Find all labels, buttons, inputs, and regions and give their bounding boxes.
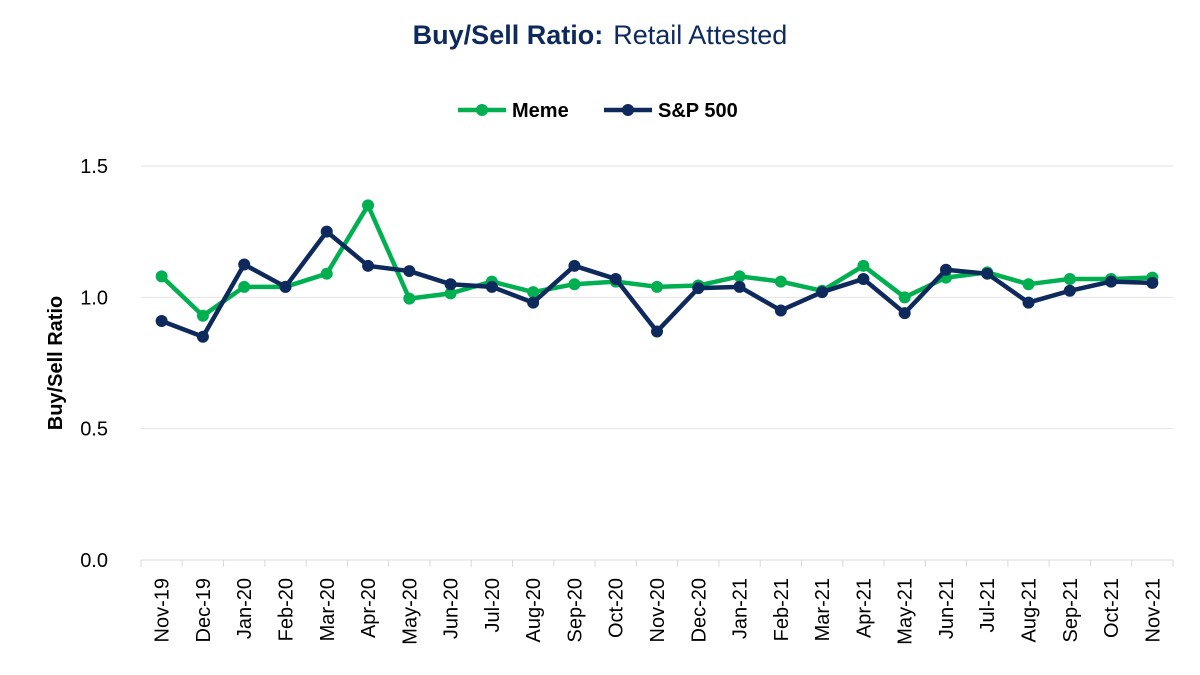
data-point: [568, 278, 581, 291]
x-tick-label: Dec-20: [688, 578, 710, 642]
x-tick-label: Nov-21: [1142, 578, 1164, 642]
x-axis: Nov-19 Dec-19 Jan-20 Feb-20 Mar-20 Apr-20 May-…: [140, 559, 1174, 645]
x-tick-label: Mar-20: [317, 578, 339, 641]
data-point: [320, 225, 333, 238]
data-point: [320, 267, 333, 280]
data-point: [444, 278, 457, 291]
data-point: [939, 263, 952, 276]
data-point: [155, 314, 168, 327]
data-point: [1022, 278, 1035, 291]
data-point: [981, 267, 994, 280]
data-point: [196, 309, 209, 322]
x-tick-label: Feb-21: [771, 578, 793, 641]
y-tick-label: 0.0: [80, 550, 108, 572]
x-tick-label: Apr-21: [853, 578, 875, 638]
data-point: [651, 325, 663, 338]
data-point: [527, 286, 540, 299]
data-point: [196, 330, 209, 343]
series-lines: [155, 199, 1159, 343]
series-s-p-500: [155, 225, 1159, 343]
data-point: [898, 307, 911, 320]
data-point: [774, 304, 787, 317]
data-point: [362, 259, 375, 272]
data-point: [362, 199, 375, 212]
data-point: [1105, 275, 1118, 288]
data-point: [692, 282, 705, 295]
x-tick-label: Aug-20: [523, 578, 545, 643]
data-point: [568, 259, 581, 272]
data-point: [1022, 296, 1035, 309]
y-tick-label: 1.5: [80, 156, 108, 178]
x-tick-label: Jul-20: [482, 578, 504, 632]
x-tick-label: Oct-20: [606, 578, 628, 638]
x-tick-label: Jul-21: [977, 578, 999, 632]
x-tick-label: May-20: [399, 578, 421, 645]
x-tick-label: Aug-21: [1019, 578, 1041, 643]
legend-label: S&P 500: [658, 100, 738, 122]
data-point: [444, 287, 457, 300]
data-point: [857, 272, 870, 285]
x-tick-label: Feb-20: [275, 578, 297, 641]
x-tick-label: Nov-19: [152, 578, 174, 642]
data-point: [403, 265, 416, 278]
legend-marker: [476, 104, 488, 116]
x-tick-label: Sep-21: [1060, 578, 1082, 643]
data-point: [485, 280, 498, 293]
data-point: [1063, 284, 1076, 297]
x-tick-label: Sep-20: [564, 578, 586, 643]
gridlines: [141, 165, 1173, 430]
data-point: [238, 280, 251, 293]
legend: Meme S&P 500: [458, 100, 738, 122]
data-point: [279, 280, 292, 293]
data-point: [155, 270, 168, 283]
legend-marker: [622, 104, 634, 116]
y-axis-ticks: 0.0 0.5 1.0 1.5: [80, 156, 108, 572]
data-point: [733, 280, 746, 293]
x-tick-label: Apr-20: [358, 578, 380, 638]
data-point: [527, 296, 540, 309]
data-point: [238, 258, 251, 271]
x-tick-label: May-21: [895, 578, 917, 645]
legend-item: S&P 500: [604, 100, 738, 122]
x-tick-label: Jan-21: [730, 578, 752, 639]
x-tick-label: Nov-20: [647, 578, 669, 642]
data-point: [733, 270, 746, 283]
x-tick-label: Jun-21: [936, 578, 958, 639]
data-point: [774, 275, 787, 288]
data-point: [609, 272, 622, 285]
data-point: [1146, 276, 1159, 289]
data-point: [403, 292, 416, 305]
chart-title: Buy/Sell Ratio: Retail Attested: [413, 20, 788, 50]
y-tick-label: 1.0: [80, 287, 108, 309]
legend-label: Meme: [512, 100, 569, 122]
data-point: [1063, 272, 1076, 285]
data-point: [651, 280, 663, 293]
data-point: [816, 286, 829, 299]
chart-title-bold: Buy/Sell Ratio:: [413, 20, 604, 50]
y-tick-label: 0.5: [80, 419, 108, 441]
x-tick-label: Oct-21: [1101, 578, 1123, 638]
data-point: [898, 291, 911, 304]
x-tick-label: Dec-19: [193, 578, 215, 642]
series-line: [160, 203, 1153, 318]
legend-item: Meme: [458, 100, 569, 122]
x-tick-label: Jun-20: [441, 578, 463, 639]
x-tick-label: Jan-20: [234, 578, 256, 639]
y-axis-label: Buy/Sell Ratio: [45, 296, 67, 430]
chart-title-regular: Retail Attested: [613, 20, 787, 50]
data-point: [857, 259, 870, 272]
x-tick-label: Mar-21: [812, 578, 834, 641]
